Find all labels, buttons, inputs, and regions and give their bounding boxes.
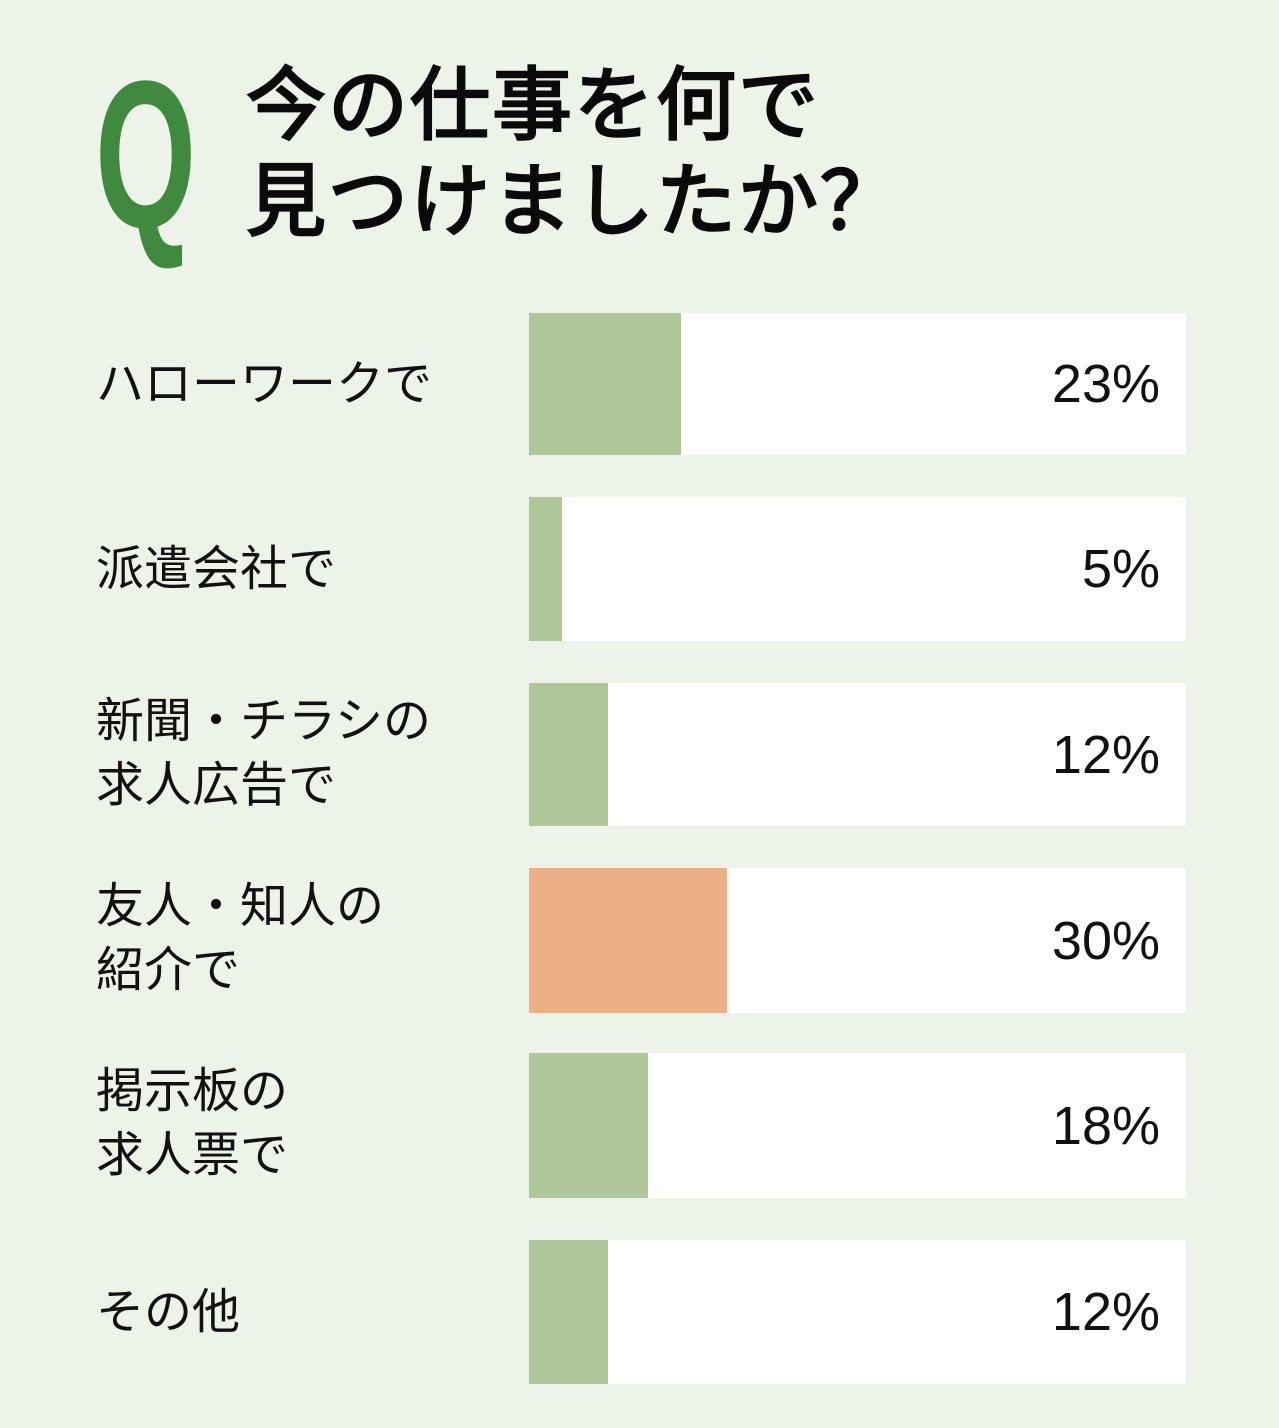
category-label: 新聞・チラシの 求人広告で [96, 693, 432, 813]
bar [529, 497, 562, 641]
bar-track: 30% [529, 868, 1186, 1013]
bar-track: 12% [529, 1240, 1186, 1384]
bar [529, 683, 609, 826]
bar-row: ハローワークで 23% [0, 313, 1279, 455]
value-label: 12% [1051, 724, 1160, 785]
bar-row: その他 12% [0, 1240, 1279, 1384]
value-label: 12% [1051, 1282, 1160, 1342]
category-label: 派遣会社で [96, 541, 337, 597]
bar [529, 1053, 648, 1198]
bar-track: 5% [529, 497, 1186, 641]
category-label: 掲示板の 求人票で [96, 1063, 289, 1183]
value-label: 5% [1081, 539, 1160, 599]
bar-track: 18% [529, 1053, 1186, 1198]
value-label: 30% [1051, 910, 1160, 971]
bar-row: 掲示板の 求人票で 18% [0, 1053, 1279, 1198]
chart-title: 今の仕事を何で 見つけましたか？ [246, 59, 902, 248]
bar [529, 868, 727, 1013]
q-mark: Q [95, 37, 197, 272]
bar [529, 1240, 609, 1384]
category-label: ハローワークで [96, 356, 433, 412]
category-label: その他 [96, 1284, 241, 1340]
category-label: 友人・知人の 紹介で [96, 878, 385, 998]
bar-track: 23% [529, 313, 1186, 455]
value-label: 18% [1051, 1095, 1160, 1156]
value-label: 23% [1051, 354, 1160, 414]
bar-row: 友人・知人の 紹介で 30% [0, 868, 1279, 1013]
bar-row: 派遣会社で 5% [0, 497, 1279, 641]
bar-row: 新聞・チラシの 求人広告で 12% [0, 683, 1279, 826]
bar-track: 12% [529, 683, 1186, 826]
bar [529, 313, 681, 455]
